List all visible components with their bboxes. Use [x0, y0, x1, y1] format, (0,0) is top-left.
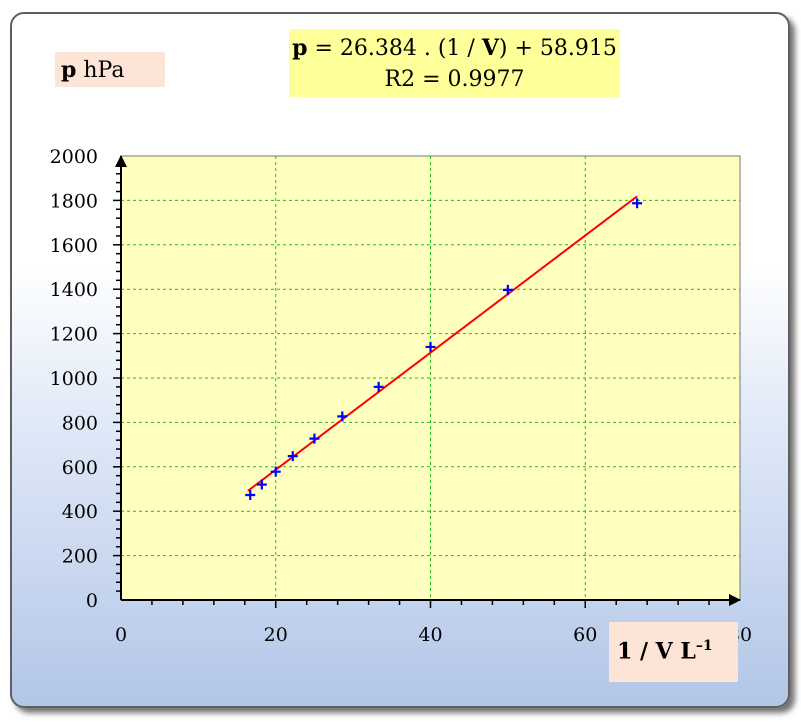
- grid-lines: [121, 156, 740, 600]
- equation-part-b: ) + 58.915: [498, 36, 617, 61]
- y-tick-label: 2000: [50, 146, 98, 168]
- r-squared-line: R2 = 0.9977: [384, 67, 525, 92]
- y-tick-label: 200: [62, 546, 98, 568]
- y-axis-arrow: [115, 155, 127, 167]
- x-tick-label: 20: [264, 624, 288, 646]
- data-points: [245, 198, 643, 500]
- y-tick-label: 1400: [50, 279, 98, 301]
- y-axis-label-symbol: p: [61, 57, 77, 83]
- data-point: [373, 381, 384, 392]
- equation-line: p = 26.384 . (1 / V) + 58.915: [289, 33, 620, 64]
- x-axis-label-box: 1 / V L–1: [609, 622, 738, 682]
- data-point: [245, 489, 256, 500]
- data-point: [632, 198, 643, 209]
- x-tick-label: 40: [418, 624, 442, 646]
- y-axis-label-unit: hPa: [76, 58, 125, 83]
- data-point: [287, 451, 298, 462]
- trendline: [247, 195, 638, 492]
- equation-box: p = 26.384 . (1 / V) + 58.915 R2 = 0.997…: [289, 29, 620, 97]
- equation-p: p: [292, 35, 308, 61]
- x-tick-label: 0: [115, 624, 127, 646]
- y-tick-label: 800: [62, 412, 98, 434]
- equation-v: V: [481, 35, 499, 61]
- axes: [113, 155, 741, 608]
- x-axis-label-unit: L: [680, 638, 696, 665]
- y-tick-label: 1600: [50, 235, 98, 257]
- y-axis-label-box: p hPa: [55, 52, 165, 87]
- y-tick-label: 0: [86, 590, 98, 612]
- data-point: [309, 433, 320, 444]
- y-tick-label: 1200: [50, 324, 98, 346]
- x-axis-arrow: [729, 594, 741, 606]
- tick-labels: 0 20 40 60 800200400600800100012001400160018…: [50, 146, 752, 646]
- trendline-group: [247, 195, 638, 492]
- y-tick-label: 400: [62, 501, 98, 523]
- y-tick-label: 600: [62, 457, 98, 479]
- data-point: [425, 341, 436, 352]
- x-tick-label: 60: [573, 624, 597, 646]
- y-tick-label: 1800: [50, 190, 98, 212]
- data-point: [337, 411, 348, 422]
- x-axis-label-symbol: 1 / V: [617, 638, 673, 665]
- equation-part-a: = 26.384 . (1 /: [307, 36, 482, 61]
- y-tick-label: 1000: [50, 368, 98, 390]
- x-axis-label-exponent: –1: [695, 638, 713, 654]
- data-point: [256, 479, 267, 490]
- data-point: [270, 466, 281, 477]
- data-point: [502, 284, 513, 295]
